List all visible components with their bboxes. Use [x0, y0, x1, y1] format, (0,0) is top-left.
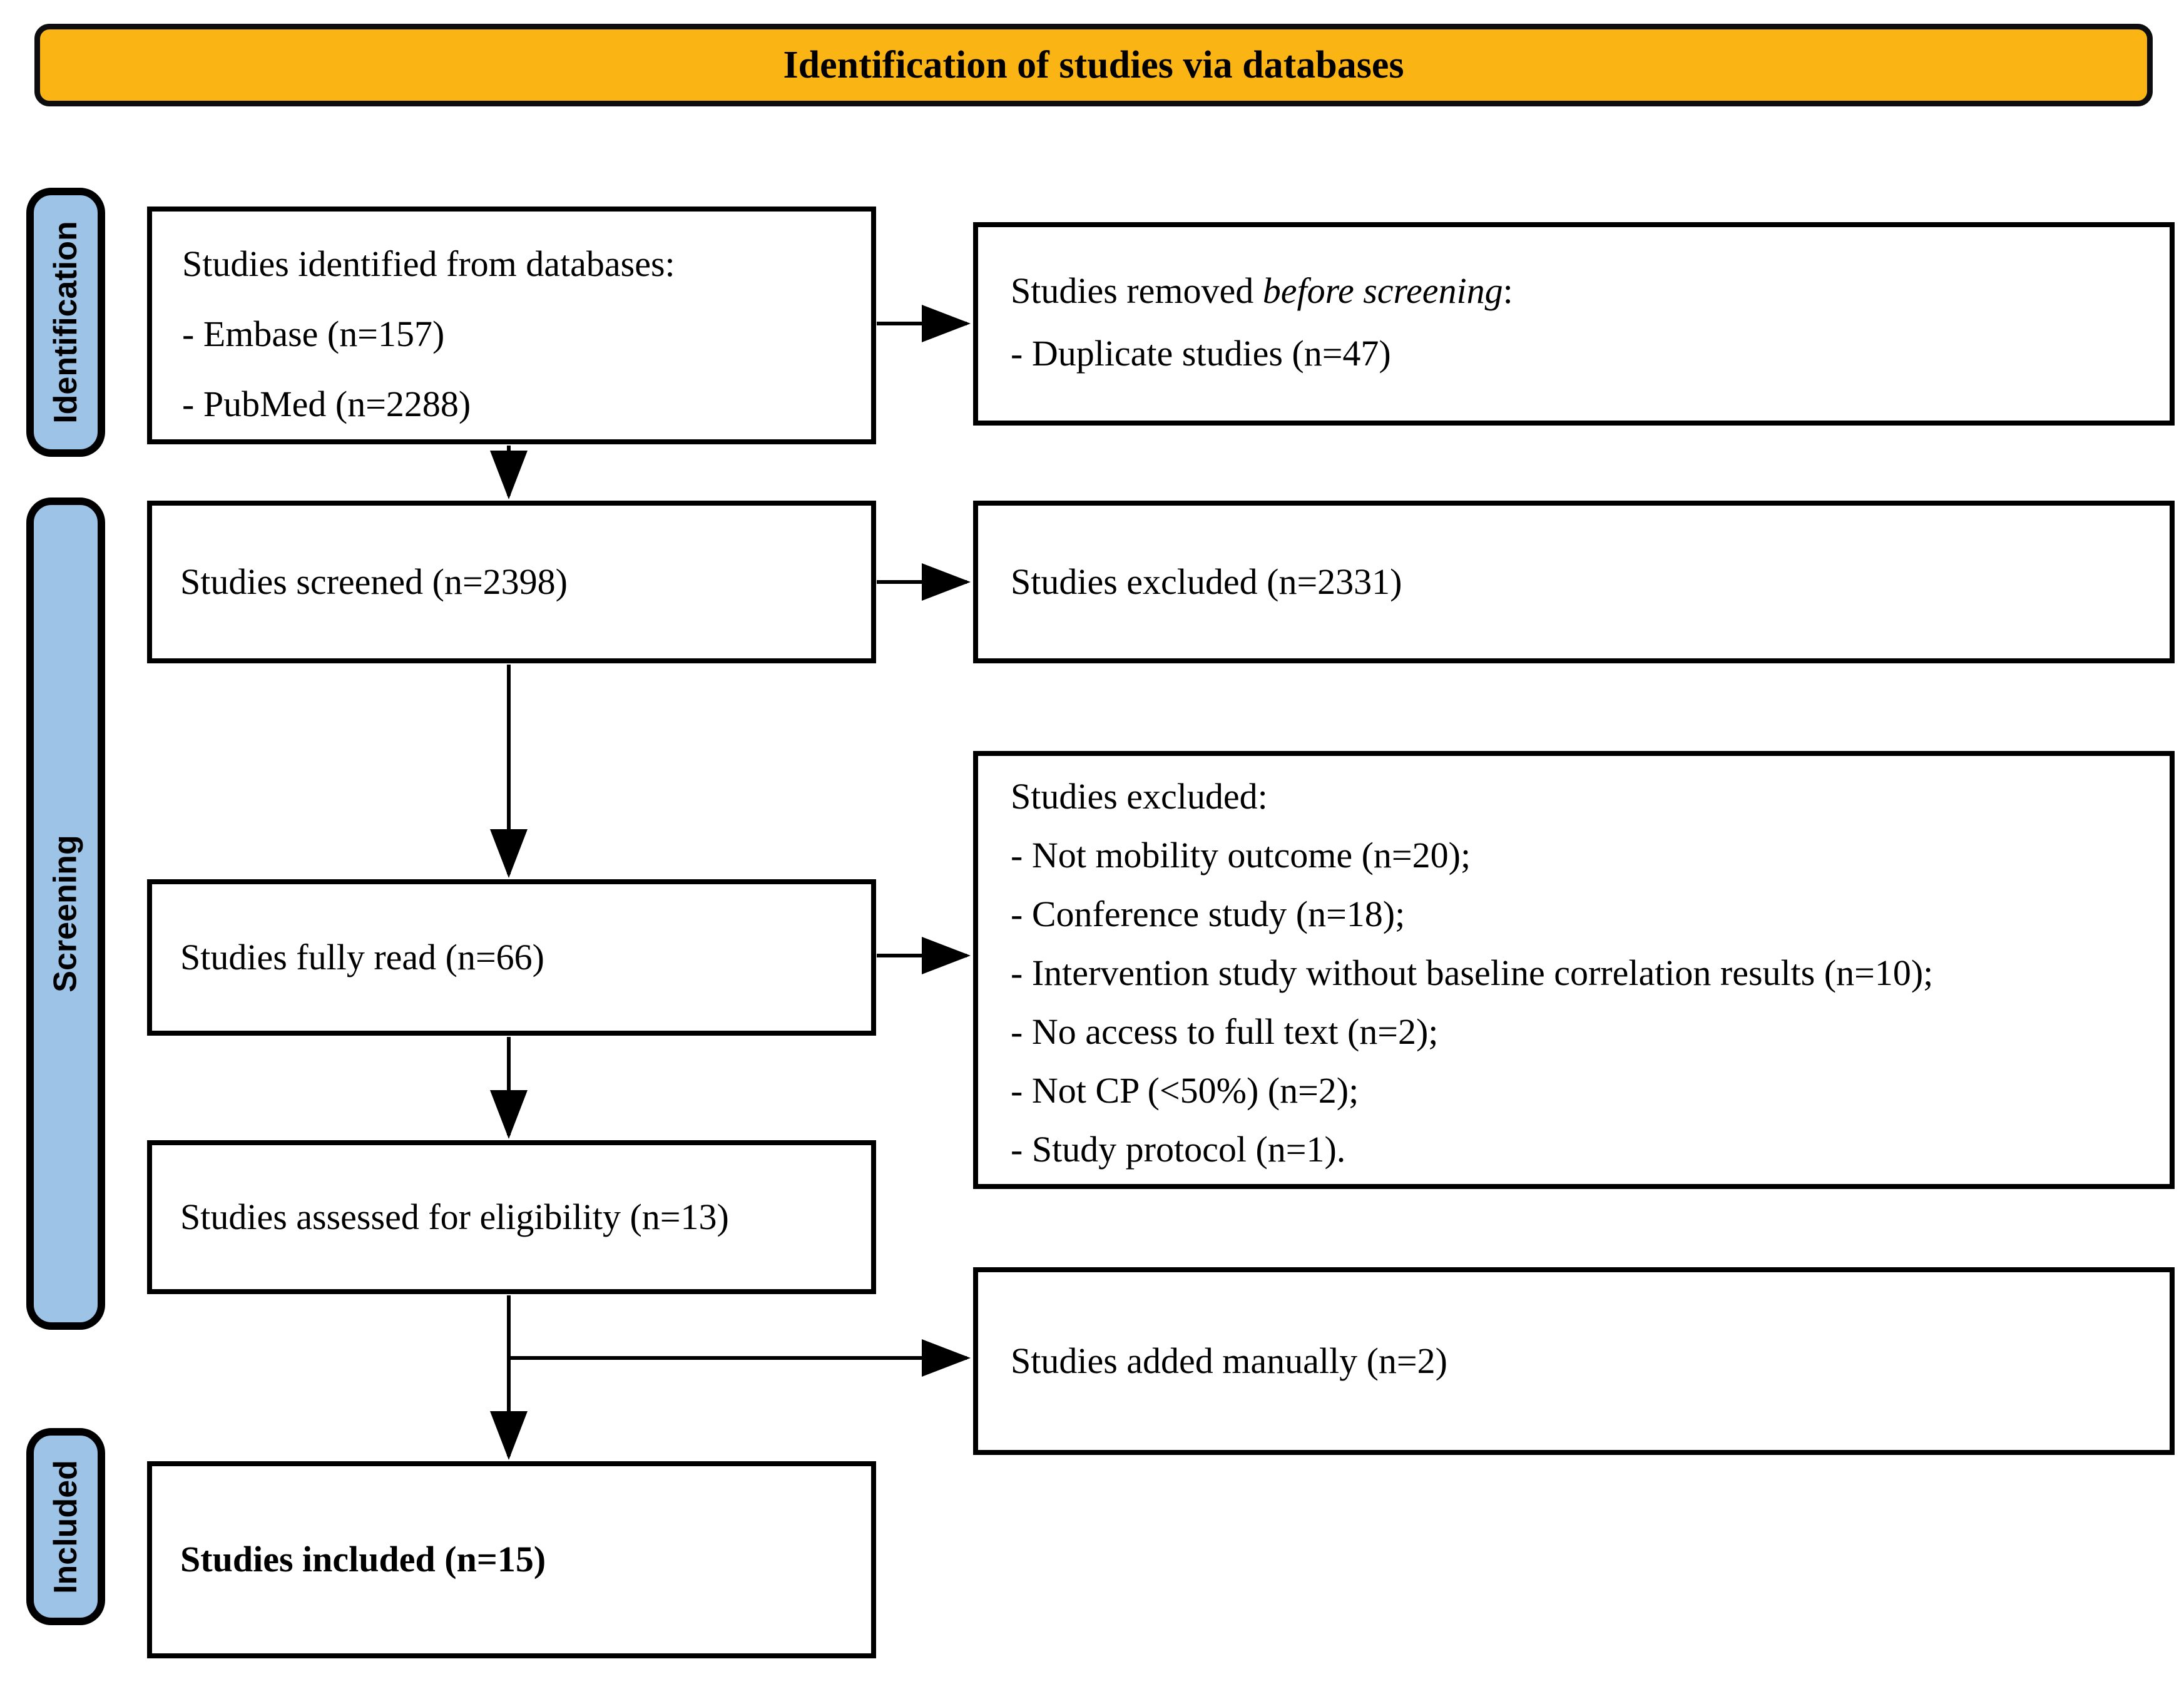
box-studies-identified: Studies identified from databases: - Emb…: [147, 207, 876, 444]
excluded-reason: - Not CP (<50%) (n=2);: [1011, 1070, 1359, 1111]
excluded-full-title: Studies excluded:: [1011, 776, 1268, 817]
stage-label-screening: Screening: [48, 835, 84, 993]
box-studies-added-manually: Studies added manually (n=2): [973, 1267, 2175, 1455]
diagram-title-banner: Identification of studies via databases: [34, 24, 2153, 106]
excluded-reason: - Not mobility outcome (n=20);: [1011, 835, 1471, 875]
box-studies-removed: Studies removed before screening: - Dupl…: [973, 222, 2175, 426]
assessed-label: Studies assessed for eligibility (n=13): [180, 1196, 729, 1237]
box-studies-assessed: Studies assessed for eligibility (n=13): [147, 1140, 876, 1294]
box-studies-excluded-full-read: Studies excluded: - Not mobility outcome…: [973, 751, 2175, 1189]
box-studies-included: Studies included (n=15): [147, 1461, 876, 1658]
identified-line-1: Studies identified from databases:: [182, 243, 675, 284]
excluded-reason: - Conference study (n=18);: [1011, 894, 1406, 934]
removed-line-2: - Duplicate studies (n=47): [1011, 333, 1391, 374]
diagram-title: Identification of studies via databases: [783, 43, 1404, 86]
included-label: Studies included (n=15): [180, 1539, 546, 1580]
identified-line-3: - PubMed (n=2288): [182, 384, 471, 424]
excluded-screened-label: Studies excluded (n=2331): [1011, 561, 1402, 602]
stage-tab-identification: Identification: [26, 188, 105, 457]
stage-label-identification: Identification: [48, 221, 84, 424]
box-studies-screened: Studies screened (n=2398): [147, 501, 876, 663]
box-studies-fully-read: Studies fully read (n=66): [147, 879, 876, 1036]
fully-read-label: Studies fully read (n=66): [180, 936, 544, 977]
removed-italic-phrase: before screening: [1262, 270, 1503, 311]
stage-tab-included: Included: [26, 1428, 105, 1625]
identified-line-2: - Embase (n=157): [182, 314, 445, 354]
screened-label: Studies screened (n=2398): [180, 561, 568, 602]
removed-line-1: Studies removed before screening:: [1011, 270, 1513, 311]
excluded-reason: - Intervention study without baseline co…: [1011, 952, 1934, 993]
stage-label-included: Included: [48, 1459, 84, 1594]
excluded-reason: - No access to full text (n=2);: [1011, 1011, 1439, 1052]
excluded-reason: - Study protocol (n=1).: [1011, 1129, 1346, 1170]
stage-tab-screening: Screening: [26, 498, 105, 1330]
added-manually-label: Studies added manually (n=2): [1011, 1340, 1447, 1381]
box-studies-excluded-screening: Studies excluded (n=2331): [973, 501, 2175, 663]
